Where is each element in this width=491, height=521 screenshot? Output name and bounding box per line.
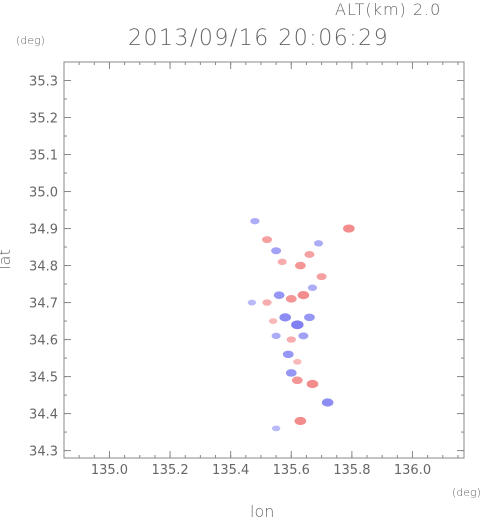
echo-cell (286, 336, 296, 343)
y-axis-unit: (deg) (16, 34, 45, 47)
echo-cell (304, 313, 315, 322)
y-tick-label: 34.4 (29, 408, 58, 423)
echo-cell (277, 258, 287, 266)
echo-cell (247, 299, 257, 306)
echo-cell (271, 425, 281, 432)
echo-cell (294, 261, 306, 270)
x-axis-label: lon (250, 502, 275, 521)
y-tick-label: 34.3 (29, 445, 58, 460)
y-tick-label: 34.9 (29, 223, 58, 238)
echo-cell (307, 284, 318, 291)
chart-title: 2013/09/16 20:06:29 (128, 26, 390, 51)
echo-cell (294, 416, 307, 426)
echo-cell (273, 291, 285, 299)
echo-cell (297, 291, 310, 300)
altitude-label: ALT(km) 2.0 (335, 0, 442, 19)
y-tick-label: 35.3 (29, 75, 58, 90)
echo-cell (313, 240, 324, 247)
echo-cell (316, 273, 327, 281)
echo-layer (247, 217, 355, 432)
ticks-layer: 135.0 135.2 135.4 135.6 135.8 136.0 34.3 34.4 34… (29, 61, 464, 478)
y-tick-label: 34.8 (29, 260, 58, 275)
echo-cell (306, 379, 319, 389)
x-tick-label: 135.6 (273, 463, 310, 478)
echo-cell (291, 376, 303, 385)
echo-cell (285, 369, 297, 377)
y-tick-label: 34.6 (29, 334, 58, 349)
x-tick-label: 136.0 (394, 463, 431, 478)
echo-cell (271, 332, 281, 340)
echo-cell (343, 224, 355, 233)
y-tick-label: 35.1 (29, 149, 58, 164)
echo-cell (291, 320, 304, 330)
echo-cell (250, 217, 260, 225)
x-tick-label: 135.4 (212, 463, 249, 478)
echo-cell (262, 236, 273, 244)
x-tick-label: 135.8 (333, 463, 370, 478)
echo-cell (298, 332, 309, 340)
echo-cell (279, 313, 292, 322)
y-tick-label: 34.7 (29, 297, 58, 312)
plot-frame (63, 61, 465, 459)
x-tick-label: 135.0 (91, 463, 128, 478)
x-tick-label: 135.2 (151, 463, 188, 478)
echo-cell (293, 358, 302, 365)
echo-cell (304, 250, 315, 258)
echo-cell (285, 295, 297, 303)
y-tick-label: 34.5 (29, 371, 58, 386)
echo-cell (268, 318, 278, 324)
x-axis-unit: (deg) (452, 486, 481, 499)
y-tick-label: 35.0 (29, 186, 58, 201)
echo-cell (321, 398, 334, 407)
echo-cell (271, 247, 282, 255)
echo-cell (282, 350, 294, 359)
y-tick-label: 35.2 (29, 112, 58, 127)
echo-cell (262, 299, 272, 306)
